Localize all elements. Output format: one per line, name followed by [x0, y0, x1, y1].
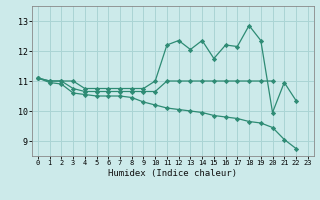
X-axis label: Humidex (Indice chaleur): Humidex (Indice chaleur): [108, 169, 237, 178]
